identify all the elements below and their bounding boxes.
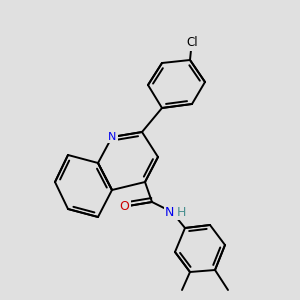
Text: H: H (177, 206, 186, 218)
Text: O: O (119, 200, 129, 212)
Text: N: N (165, 206, 174, 218)
Text: Cl: Cl (186, 37, 198, 50)
Text: N: N (108, 132, 116, 142)
